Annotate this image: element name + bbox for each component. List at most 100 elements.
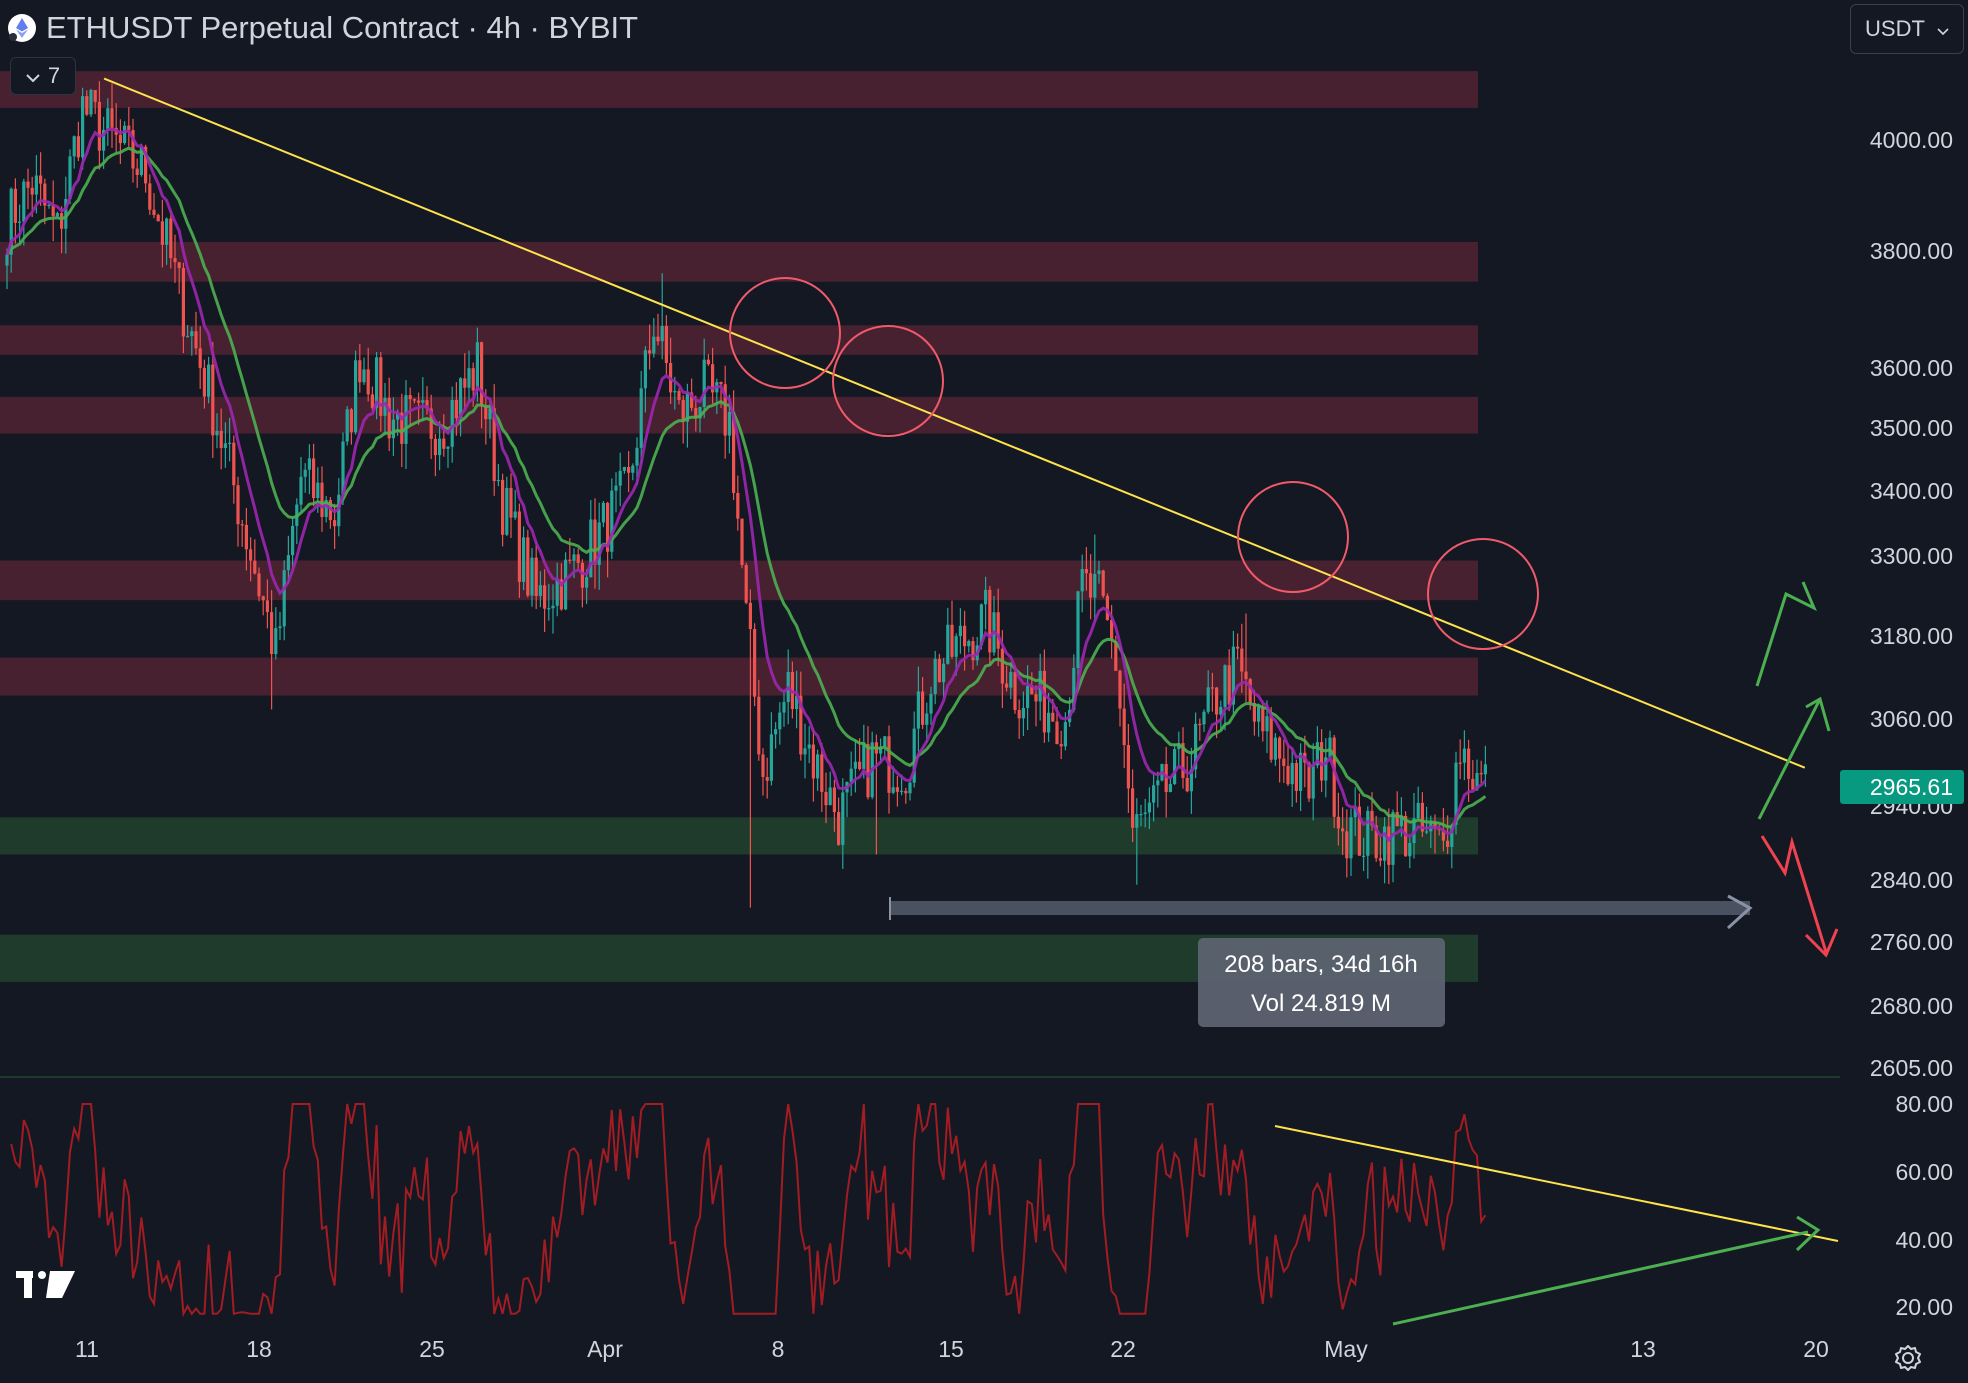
candle-body [156,214,160,222]
candle-body [1336,816,1340,829]
candle-body [244,524,248,550]
candle-body [1290,762,1294,785]
candle-body [467,368,471,388]
candle-body [291,525,295,556]
candle-body [774,729,778,735]
candle-body [984,589,988,605]
candle-body [1021,707,1025,719]
candle-body [979,604,983,646]
candle-body [1454,762,1458,825]
rsi-axis-label: 40.00 [1895,1227,1953,1253]
candle-body [198,348,202,368]
candle-body [614,485,618,491]
candle-body [303,469,307,477]
candle-body [484,405,488,420]
candle-body [1433,821,1437,829]
candle-body [1215,687,1219,715]
candle-body [404,395,408,444]
candle-body [1328,737,1332,758]
rejection-circle[interactable] [1237,481,1349,593]
candle-body [240,524,244,526]
candle-body [509,487,513,518]
candle-body [181,268,185,337]
candle-body [118,134,122,144]
price-axis-label: 2605.00 [1870,1055,1953,1081]
candle-body [954,636,958,657]
candle-body [211,364,215,436]
candle-body [656,336,660,342]
candle-body [39,175,43,184]
candle-body [106,108,110,130]
candle-body [51,204,55,217]
candle-body [1286,765,1290,785]
candle-body [496,479,500,482]
bearish-projection[interactable] [1760,835,1828,953]
candle-body [1441,829,1445,841]
resistance-trendline[interactable] [103,77,1806,769]
candle-body [807,744,811,749]
candle-body [1362,855,1366,857]
rejection-circle[interactable] [729,277,841,389]
candle-body [257,573,261,597]
candle-body [1223,665,1227,707]
candle-body [719,382,723,385]
symbol-title[interactable]: ETHUSDT Perpetual Contract · 4h · BYBIT [46,10,639,45]
time-axis-label: 18 [246,1336,272,1362]
candle-body [572,554,576,561]
candle-body [946,624,950,664]
candle-body [1147,802,1151,813]
rsi-down-trendline[interactable] [1274,1125,1839,1242]
candle-body [740,518,744,566]
candle-body [123,125,127,144]
gear-icon[interactable] [1892,1342,1924,1374]
rejection-circle[interactable] [1427,538,1539,650]
candle-body [387,397,391,439]
candle-body [627,466,631,473]
candle-body [299,476,303,505]
candle-body [635,447,639,466]
candle-body [421,400,425,403]
candle-body [1265,716,1269,732]
candle-body [971,641,975,661]
candle-body [799,695,803,755]
candle-body [1110,619,1114,641]
candle-body [1198,723,1202,726]
candle-body [824,791,828,806]
rejection-circle[interactable] [832,325,944,437]
candle-body [698,407,702,419]
candle-body [1131,788,1135,828]
candle-body [236,485,240,525]
candle-body [160,221,164,245]
candle-body [102,129,106,151]
candle-body [177,262,181,269]
candle-body [501,479,505,535]
candle-body [547,608,551,610]
candle-body [958,625,962,637]
tradingview-logo[interactable] [16,1271,75,1298]
currency-select[interactable]: USDT [1850,4,1964,54]
candle-body [1269,716,1273,760]
ethereum-icon[interactable] [8,14,36,42]
candle-body [736,492,740,519]
candle-body [803,748,807,755]
measure-volume-text: Vol 24.819 M [1251,990,1391,1017]
indicators-collapse-button[interactable]: 7 [10,57,76,95]
candle-body [400,412,404,444]
candle-body [442,438,446,449]
candle-body [1055,721,1059,745]
bullish-projection-1[interactable] [1755,581,1817,687]
rsi-up-arrow-head [1795,1215,1821,1252]
rsi-up-trendline[interactable] [1392,1230,1809,1326]
candle-body [1101,570,1105,596]
candle-body [5,254,9,266]
date-range-bar[interactable] [890,901,1750,915]
candle-body [1194,723,1198,770]
candle-body [358,360,362,383]
candle-body [694,407,698,419]
price-axis-label: 3600.00 [1870,355,1953,381]
price-axis-label: 3300.00 [1870,543,1953,569]
candle-body [1173,749,1177,785]
candle-body [702,359,706,408]
bullish-projection-2[interactable] [1757,698,1822,820]
